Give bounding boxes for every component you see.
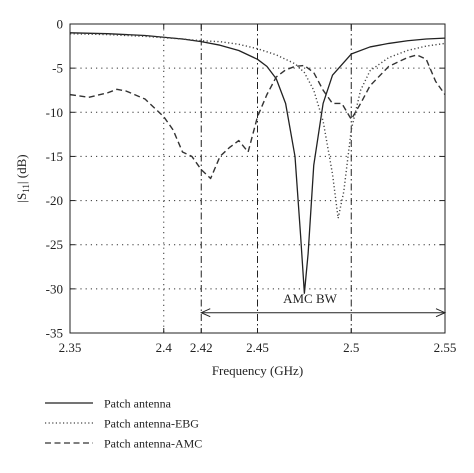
bw-arrow-head-left bbox=[200, 308, 211, 318]
y-axis-label-sub: 11 bbox=[21, 184, 31, 193]
y-tick-label: -35 bbox=[46, 326, 63, 341]
tick-layer: 0 -5 -10 -15 -20 -25 -30 -352.35 2.4 2.42 2.45 2.5 2… bbox=[46, 17, 457, 356]
annotation-layer: AMC BW bbox=[200, 291, 447, 318]
legend-label-2: Patch antenna-AMC bbox=[104, 437, 202, 451]
legend: Patch antenna Patch antenna-EBG Patch ante… bbox=[45, 397, 202, 451]
series-line-0 bbox=[69, 32, 446, 294]
x-axis-label: Frequency (GHz) bbox=[212, 363, 303, 378]
x-tick-label: 2.5 bbox=[343, 340, 359, 355]
y-tick-label: -30 bbox=[46, 281, 63, 296]
x-tick-label: 2.42 bbox=[190, 340, 213, 355]
y-tick-label: -5 bbox=[52, 61, 63, 76]
x-tick-label: 2.55 bbox=[434, 340, 457, 355]
bw-annotation-label: AMC BW bbox=[283, 291, 338, 306]
x-tick-label: 2.35 bbox=[59, 340, 82, 355]
bw-arrow-head-right bbox=[435, 308, 447, 318]
y-tick-label: -15 bbox=[46, 149, 63, 164]
legend-label-1: Patch antenna-EBG bbox=[104, 417, 199, 431]
y-tick-label: -25 bbox=[46, 237, 63, 252]
series-layer bbox=[69, 32, 446, 294]
y-axis-label-main: |S bbox=[14, 193, 29, 203]
y-tick-label: -20 bbox=[46, 193, 63, 208]
x-tick-label: 2.45 bbox=[246, 340, 269, 355]
series-line-1 bbox=[69, 33, 446, 219]
y-tick-label: -10 bbox=[46, 105, 63, 120]
series-line-2 bbox=[69, 54, 446, 180]
vline-layer bbox=[200, 24, 352, 333]
legend-label-0: Patch antenna bbox=[104, 397, 172, 411]
y-axis-label: |S11| (dB) bbox=[14, 154, 31, 202]
y-tick-label: 0 bbox=[57, 17, 64, 32]
y-axis-label-tail: | (dB) bbox=[14, 154, 29, 184]
x-tick-label: 2.4 bbox=[156, 340, 173, 355]
